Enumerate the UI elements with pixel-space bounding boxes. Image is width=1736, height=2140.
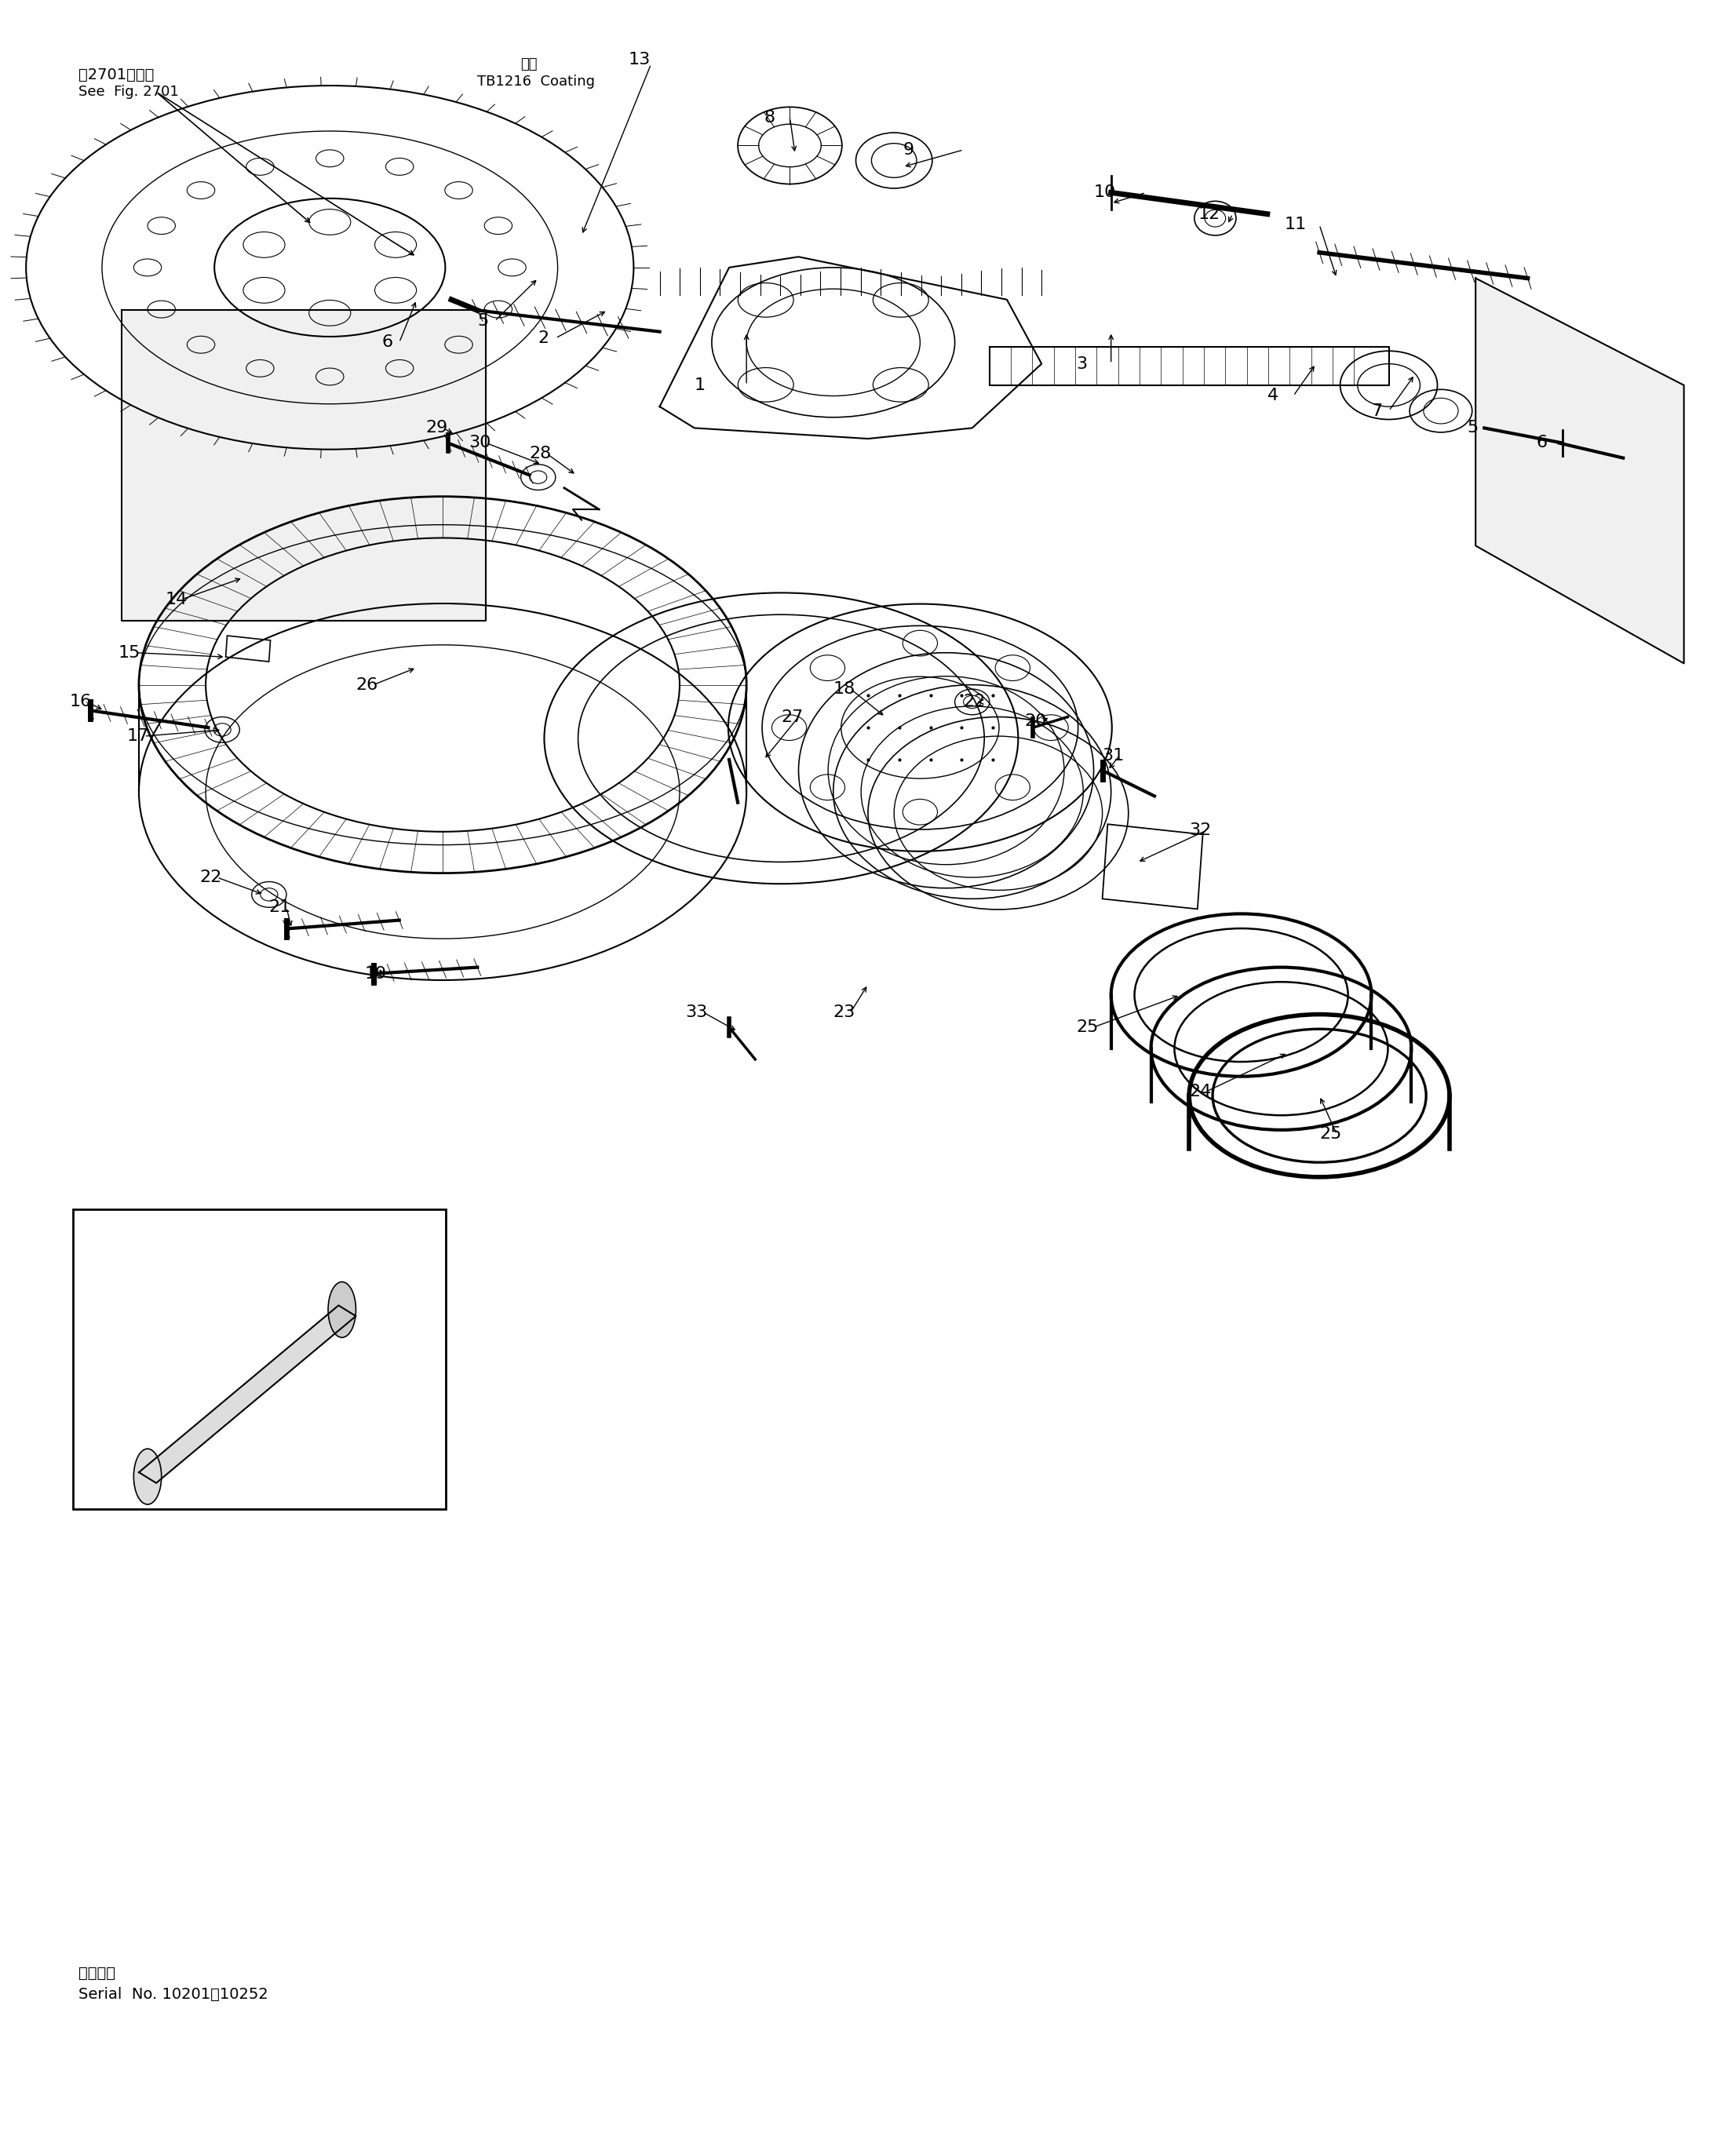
Text: 26: 26: [356, 676, 378, 693]
Text: 29: 29: [425, 419, 448, 437]
Text: Serial  No. 10201～10252: Serial No. 10201～10252: [78, 1988, 267, 2001]
Text: 5: 5: [1467, 419, 1477, 437]
Text: 19: 19: [365, 965, 387, 982]
Text: 16: 16: [69, 693, 92, 710]
Text: 17: 17: [127, 728, 149, 745]
Text: 13: 13: [628, 51, 651, 68]
Text: 6: 6: [1536, 434, 1547, 452]
Text: 20: 20: [1024, 713, 1047, 730]
Text: 25: 25: [1319, 1126, 1342, 1143]
Ellipse shape: [134, 1449, 161, 1504]
Text: 28: 28: [529, 445, 552, 462]
Text: 15: 15: [118, 644, 141, 661]
Text: 11: 11: [1285, 216, 1307, 233]
Text: 33: 33: [686, 1004, 708, 1021]
Text: 25: 25: [1076, 1019, 1099, 1036]
Text: 32: 32: [1189, 822, 1212, 839]
Text: 18: 18: [833, 681, 856, 698]
Text: 4: 4: [1267, 387, 1278, 404]
Text: 12: 12: [1198, 205, 1220, 223]
Text: 8: 8: [764, 109, 774, 126]
Text: 7: 7: [1371, 402, 1382, 419]
Text: 1: 1: [694, 377, 705, 394]
Text: 2: 2: [538, 330, 549, 347]
Text: See  Fig. 2701: See Fig. 2701: [78, 86, 179, 98]
Text: 14: 14: [165, 591, 187, 608]
Bar: [73, 1209, 446, 1509]
Text: 3: 3: [1076, 355, 1087, 372]
Text: 5: 5: [477, 312, 488, 330]
Polygon shape: [122, 310, 486, 621]
Text: 31: 31: [1102, 747, 1125, 764]
Polygon shape: [660, 257, 1042, 439]
Text: 21: 21: [269, 899, 292, 916]
Ellipse shape: [328, 1282, 356, 1338]
Text: 34: 34: [217, 1329, 240, 1346]
Text: 10: 10: [1094, 184, 1116, 201]
Text: 22: 22: [200, 869, 222, 886]
Text: 第2701図参照: 第2701図参照: [78, 68, 155, 81]
Bar: [226, 636, 271, 661]
Text: 22: 22: [963, 693, 986, 710]
Text: 6: 6: [382, 334, 392, 351]
Bar: [1102, 824, 1203, 909]
Polygon shape: [1476, 278, 1684, 663]
Text: 塗布: 塗布: [521, 58, 538, 71]
Text: 27: 27: [781, 708, 804, 725]
Text: 24: 24: [1189, 1083, 1212, 1100]
Text: 30: 30: [469, 434, 491, 452]
Text: 9: 9: [903, 141, 913, 158]
Polygon shape: [990, 347, 1389, 385]
Polygon shape: [139, 1305, 356, 1483]
Text: 適用号機: 適用号機: [78, 1967, 115, 1980]
Text: TB1216  Coating: TB1216 Coating: [477, 75, 595, 88]
Text: 23: 23: [833, 1004, 856, 1021]
